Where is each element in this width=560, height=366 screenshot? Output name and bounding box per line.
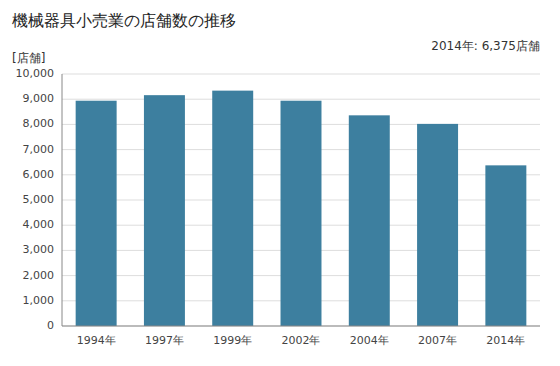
x-tick-label: 1999年 — [213, 334, 252, 347]
x-tick-label: 2002年 — [282, 334, 321, 347]
y-tick-label: 8,000 — [23, 117, 55, 130]
y-tick-label: 4,000 — [23, 218, 55, 231]
bar — [212, 91, 253, 326]
bar — [144, 95, 185, 326]
x-tick-label: 2007年 — [418, 334, 457, 347]
x-axis-line — [62, 326, 540, 327]
y-tick-label: 9,000 — [23, 92, 55, 105]
y-axis-line — [62, 74, 63, 326]
y-axis-label: [店舗] — [12, 51, 45, 65]
y-tick-label: 7,000 — [23, 143, 55, 156]
bar — [281, 101, 322, 326]
bars — [76, 91, 527, 326]
grid-line — [62, 99, 540, 100]
y-tick-label: 10,000 — [16, 67, 55, 80]
y-tick-label: 0 — [47, 319, 54, 332]
y-tick-label: 1,000 — [23, 294, 55, 307]
bar — [76, 101, 117, 326]
y-tick-label: 2,000 — [23, 269, 55, 282]
y-tick-label: 3,000 — [23, 243, 55, 256]
y-tick-label: 6,000 — [23, 168, 55, 181]
grid-line — [62, 326, 540, 327]
chart: 0 1,000 2,000 3,000 4,000 5,000 6,000 7,000 8,00… — [0, 0, 560, 366]
grid — [62, 74, 540, 326]
bar — [349, 115, 390, 326]
annotation: 2014年: 6,375店舗 — [431, 39, 540, 53]
grid-line — [62, 74, 540, 75]
title: 機械器具小売業の店舗数の推移 — [12, 11, 236, 30]
bar — [485, 165, 526, 326]
x-tick-label: 1997年 — [145, 334, 184, 347]
x-tick-label: 2004年 — [350, 334, 389, 347]
x-tick-label: 2014年 — [486, 334, 525, 347]
y-tick-label: 5,000 — [23, 193, 55, 206]
x-tick-label: 1994年 — [77, 334, 116, 347]
bar — [417, 124, 458, 326]
plot-area — [62, 74, 540, 326]
